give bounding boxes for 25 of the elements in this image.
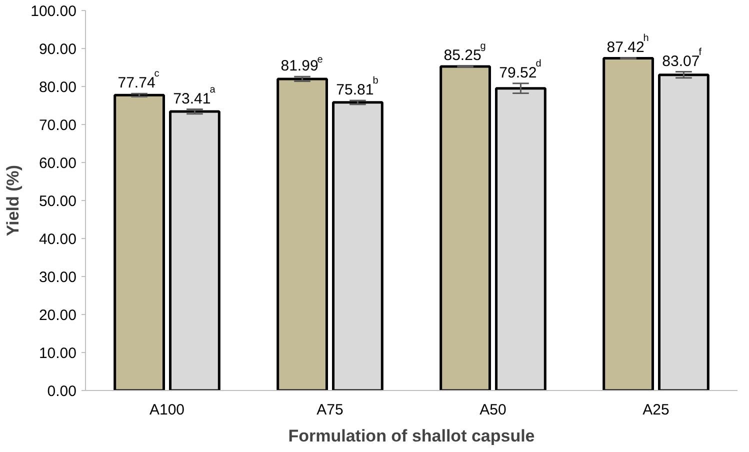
- bar: [169, 110, 220, 390]
- y-tick-label: 80.00: [38, 79, 77, 96]
- y-tick-label: 70.00: [38, 117, 77, 134]
- y-axis-title: Yield (%): [4, 164, 23, 236]
- bar: [332, 101, 384, 390]
- x-tick-label: A50: [480, 402, 506, 418]
- y-tick-label: 90.00: [38, 41, 77, 58]
- y-tick-label: 50.00: [38, 193, 77, 210]
- bar: [440, 65, 491, 390]
- bar: [114, 94, 165, 390]
- x-tick-label: A75: [316, 402, 344, 418]
- x-tick-label: A25: [642, 402, 670, 418]
- y-tick-label: 40.00: [38, 231, 77, 248]
- bar: [602, 57, 654, 390]
- y-tick-label: 20.00: [38, 307, 77, 324]
- y-tick-label: 60.00: [38, 155, 77, 172]
- y-tick-label: 100.00: [30, 3, 77, 20]
- y-tick-label: 10.00: [38, 345, 77, 362]
- y-tick-label: 0.00: [47, 383, 77, 400]
- bar: [276, 78, 328, 390]
- x-tick-label: A100: [149, 402, 185, 418]
- x-axis-title: Formulation of shallot capsule: [288, 426, 535, 446]
- bar: [658, 74, 710, 390]
- y-tick-label: 30.00: [38, 269, 77, 286]
- bar: [495, 87, 546, 390]
